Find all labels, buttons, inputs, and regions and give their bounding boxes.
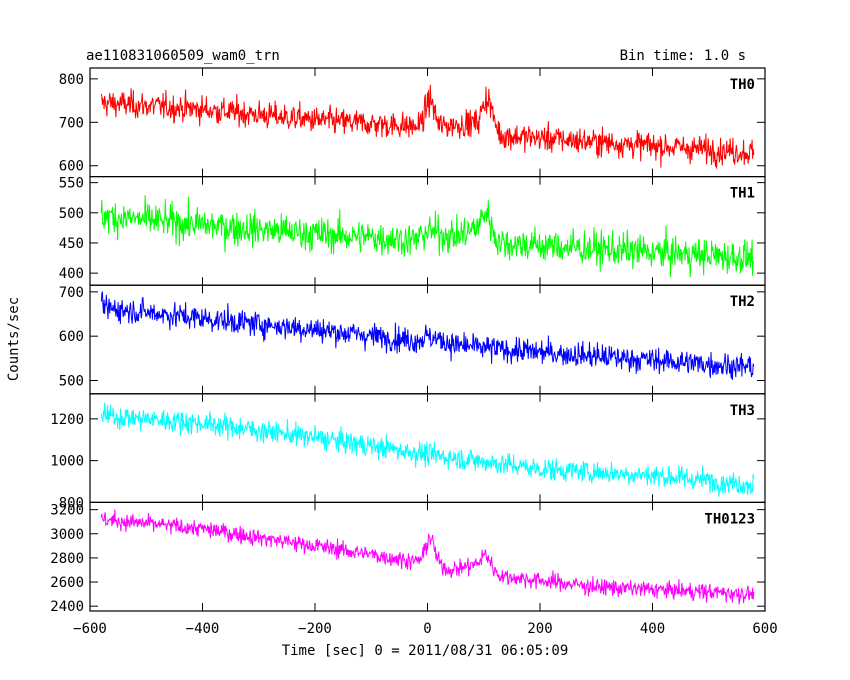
panel-frame xyxy=(89,501,766,612)
y-tick-label: 2400 xyxy=(50,599,84,615)
y-tick-label: 500 xyxy=(59,374,84,390)
series-th2 xyxy=(100,291,755,381)
panel-frame xyxy=(89,284,766,395)
series-label: TH0123 xyxy=(704,511,755,527)
series-label: TH2 xyxy=(730,294,755,310)
x-axis: −600 −400 −200 0 200 400 600 xyxy=(73,621,778,637)
series-th1 xyxy=(100,195,755,278)
y-tick-label: 700 xyxy=(59,285,84,301)
y-tick-label: 400 xyxy=(59,266,84,282)
y-tick-label: 2800 xyxy=(50,551,84,567)
y-tick-label: 1200 xyxy=(50,412,84,428)
panel-th0123: 2400 2600 2800 3000 3200 TH0123 xyxy=(50,501,766,615)
panels: 600 700 800 TH0 400 450 500 550 TH1 500 600 700 TH2 8… xyxy=(50,67,766,615)
series-th0 xyxy=(100,84,755,169)
x-tick-label: 400 xyxy=(640,621,665,637)
x-tick-label: 200 xyxy=(527,621,552,637)
y-axis-label: Counts/sec xyxy=(6,297,22,381)
series-th3 xyxy=(100,402,755,497)
series-label: TH1 xyxy=(730,186,755,202)
x-tick-label: −400 xyxy=(186,621,220,637)
series-label: TH3 xyxy=(730,403,755,419)
chart-title: ae110831060509_wam0_trn xyxy=(86,48,280,64)
x-tick-label: −200 xyxy=(298,621,332,637)
x-tick-label: −600 xyxy=(73,621,107,637)
x-axis-label: Time [sec] 0 = 2011/08/31 06:05:09 xyxy=(282,643,569,659)
y-tick-label: 3200 xyxy=(50,503,84,519)
series-th0123 xyxy=(100,509,755,605)
y-tick-label: 2600 xyxy=(50,575,84,591)
panel-th0: 600 700 800 TH0 xyxy=(59,67,766,178)
panel-frame xyxy=(89,67,766,178)
y-tick-label: 600 xyxy=(59,329,84,345)
y-tick-label: 800 xyxy=(59,72,84,88)
y-tick-label: 3000 xyxy=(50,527,84,543)
panel-th1: 400 450 500 550 TH1 xyxy=(59,176,766,286)
y-tick-label: 550 xyxy=(59,176,84,192)
y-tick-label: 700 xyxy=(59,115,84,131)
x-tick-label: 0 xyxy=(423,621,431,637)
y-tick-label: 1000 xyxy=(50,454,84,470)
panel-frame xyxy=(89,176,766,286)
bin-time-label: Bin time: 1.0 s xyxy=(620,48,746,64)
series-label: TH0 xyxy=(730,77,755,93)
x-tick-label: 600 xyxy=(752,621,777,637)
y-tick-label: 800 xyxy=(59,495,84,511)
y-tick-label: 450 xyxy=(59,236,84,252)
y-tick-label: 600 xyxy=(59,159,84,175)
y-tick-label: 500 xyxy=(59,206,84,222)
panel-th2: 500 600 700 TH2 xyxy=(59,284,766,395)
panel-th3: 800 1000 1200 TH3 xyxy=(50,393,766,511)
